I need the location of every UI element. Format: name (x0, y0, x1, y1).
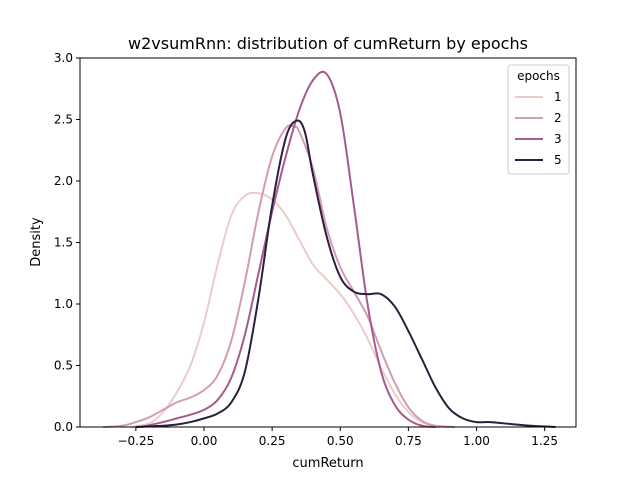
y-tick-label: 1.0 (54, 297, 73, 311)
y-axis-label: Density (29, 217, 44, 267)
x-tick-label: 1.25 (531, 434, 558, 448)
chart-title: w2vsumRnn: distribution of cumReturn by … (128, 34, 528, 53)
x-tick-label: 0.75 (395, 434, 422, 448)
x-axis-label: cumReturn (292, 456, 363, 471)
curves (103, 70, 556, 428)
y-tick-label: 0.0 (54, 420, 73, 434)
series-line-epochs-5 (135, 119, 556, 428)
y-tick-label: 2.0 (54, 174, 73, 188)
legend-label-epochs-5: 5 (554, 153, 562, 167)
legend: epochs 1 2 3 5 (507, 64, 570, 175)
legend-label-epochs-3: 3 (554, 132, 562, 146)
x-tick-label: 0.00 (191, 434, 218, 448)
y-tick-label: 3.0 (54, 51, 73, 65)
legend-box (507, 64, 570, 175)
y-tick-label: 0.5 (54, 359, 73, 373)
x-axis: −0.25 0.00 0.25 0.50 0.75 1.00 1.25 (117, 427, 558, 448)
plot-frame (79, 57, 577, 428)
legend-title: epochs (517, 69, 560, 83)
legend-items: 1 2 3 5 (515, 90, 562, 167)
series-line-epochs-1 (130, 191, 450, 428)
x-tick-label: −0.25 (117, 434, 154, 448)
y-tick-label: 2.5 (54, 113, 73, 127)
series-line-epochs-2 (103, 124, 455, 428)
x-tick-label: 0.50 (327, 434, 354, 448)
legend-label-epochs-2: 2 (554, 111, 562, 125)
x-tick-label: 0.25 (259, 434, 286, 448)
legend-label-epochs-1: 1 (554, 90, 562, 104)
series-line-epochs-3 (141, 70, 436, 428)
x-tick-label: 1.00 (463, 434, 490, 448)
y-tick-label: 1.5 (54, 236, 73, 250)
y-axis: 0.0 0.5 1.0 1.5 2.0 2.5 3.0 (54, 51, 80, 434)
